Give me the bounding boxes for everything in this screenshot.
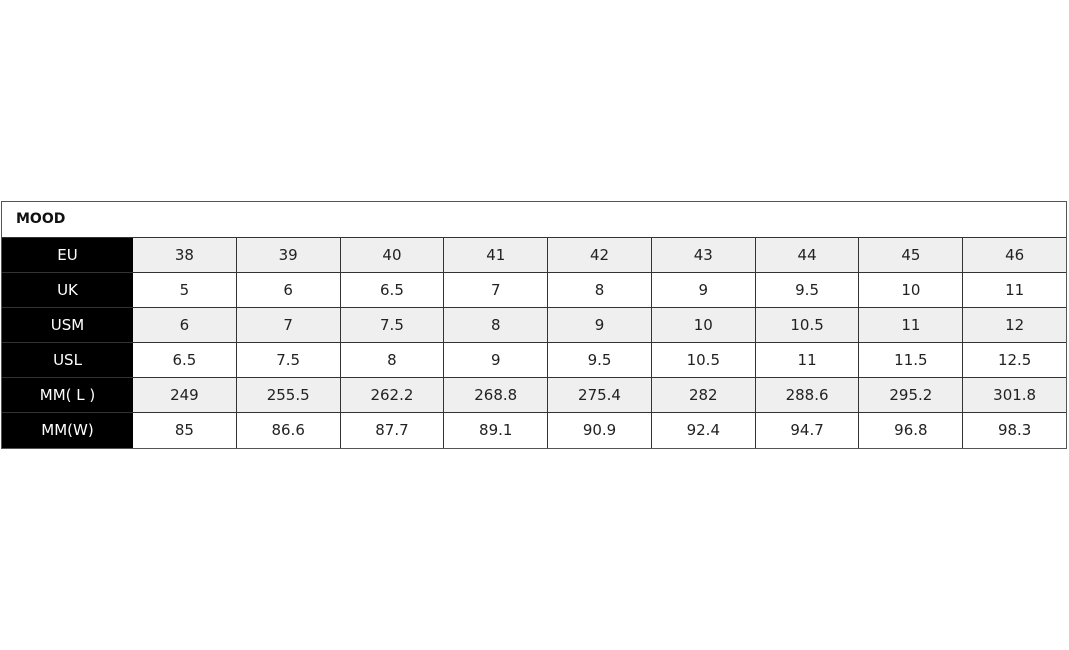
table-row: EU 38 39 40 41 42 43 44 45 46 bbox=[2, 238, 1067, 273]
table-row: MM( L ) 249 255.5 262.2 268.8 275.4 282 288.6 29… bbox=[2, 378, 1067, 413]
table-cell: 86.6 bbox=[235, 413, 340, 448]
table-cell: 11 bbox=[754, 343, 859, 377]
table-cell: 7 bbox=[443, 273, 548, 307]
table-cell: 9 bbox=[443, 343, 548, 377]
row-header: USM bbox=[2, 308, 133, 342]
table-cell: 9 bbox=[547, 308, 651, 342]
table-cell: 41 bbox=[443, 238, 548, 272]
table-cell: 295.2 bbox=[858, 378, 963, 412]
table-cell: 44 bbox=[754, 238, 859, 272]
table-cell: 8 bbox=[547, 273, 651, 307]
table-cell: 92.4 bbox=[650, 413, 755, 448]
table-cell: 94.7 bbox=[754, 413, 859, 448]
table-cell: 38 bbox=[133, 238, 236, 272]
table-cell: 9.5 bbox=[754, 273, 859, 307]
table-cell: 12.5 bbox=[962, 343, 1067, 377]
table-cell: 7.5 bbox=[235, 343, 340, 377]
row-header: UK bbox=[2, 273, 133, 307]
table-cell: 11 bbox=[858, 308, 963, 342]
table-cell: 46 bbox=[962, 238, 1067, 272]
table-title: MOOD bbox=[2, 202, 1066, 238]
row-header: MM(W) bbox=[2, 413, 133, 448]
table-cell: 6 bbox=[133, 308, 236, 342]
row-header: EU bbox=[2, 238, 133, 272]
table-cell: 288.6 bbox=[754, 378, 859, 412]
table-cell: 9 bbox=[650, 273, 755, 307]
table-cell: 89.1 bbox=[443, 413, 548, 448]
row-header: USL bbox=[2, 343, 133, 377]
table-row: UK 5 6 6.5 7 8 9 9.5 10 11 bbox=[2, 273, 1067, 308]
row-header: MM( L ) bbox=[2, 378, 133, 412]
table-cell: 43 bbox=[650, 238, 755, 272]
table-cell: 275.4 bbox=[547, 378, 651, 412]
table-cell: 10 bbox=[650, 308, 755, 342]
table-cell: 6.5 bbox=[339, 273, 444, 307]
table-cell: 301.8 bbox=[962, 378, 1067, 412]
table-cell: 282 bbox=[650, 378, 755, 412]
table-cell: 249 bbox=[133, 378, 236, 412]
table-cell: 98.3 bbox=[962, 413, 1067, 448]
table-cell: 10 bbox=[858, 273, 963, 307]
table-cell: 9.5 bbox=[547, 343, 651, 377]
table-row: USL 6.5 7.5 8 9 9.5 10.5 11 11.5 12.5 bbox=[2, 343, 1067, 378]
table-cell: 8 bbox=[443, 308, 548, 342]
table-cell: 10.5 bbox=[650, 343, 755, 377]
table-row: MM(W) 85 86.6 87.7 89.1 90.9 92.4 94.7 96.8 98.3 bbox=[2, 413, 1067, 448]
table-cell: 10.5 bbox=[754, 308, 859, 342]
table-row: USM 6 7 7.5 8 9 10 10.5 11 12 bbox=[2, 308, 1067, 343]
table-cell: 255.5 bbox=[235, 378, 340, 412]
table-cell: 268.8 bbox=[443, 378, 548, 412]
size-chart-table: MOOD EU 38 39 40 41 42 43 44 45 46 UK 5 6 6.5 7 8 9 9.5 10… bbox=[1, 201, 1067, 449]
table-body: EU 38 39 40 41 42 43 44 45 46 UK 5 6 6.5 7 8 9 9.5 10 11 USM… bbox=[2, 238, 1067, 448]
table-cell: 7.5 bbox=[339, 308, 444, 342]
table-cell: 90.9 bbox=[547, 413, 651, 448]
table-cell: 39 bbox=[235, 238, 340, 272]
table-cell: 12 bbox=[962, 308, 1067, 342]
table-cell: 45 bbox=[858, 238, 963, 272]
table-cell: 40 bbox=[339, 238, 444, 272]
table-cell: 5 bbox=[133, 273, 236, 307]
table-cell: 87.7 bbox=[339, 413, 444, 448]
table-cell: 6 bbox=[235, 273, 340, 307]
table-cell: 11 bbox=[962, 273, 1067, 307]
table-cell: 262.2 bbox=[339, 378, 444, 412]
table-cell: 85 bbox=[133, 413, 236, 448]
table-cell: 8 bbox=[339, 343, 444, 377]
table-cell: 6.5 bbox=[133, 343, 236, 377]
table-cell: 11.5 bbox=[858, 343, 963, 377]
table-cell: 7 bbox=[235, 308, 340, 342]
table-cell: 96.8 bbox=[858, 413, 963, 448]
table-cell: 42 bbox=[547, 238, 651, 272]
